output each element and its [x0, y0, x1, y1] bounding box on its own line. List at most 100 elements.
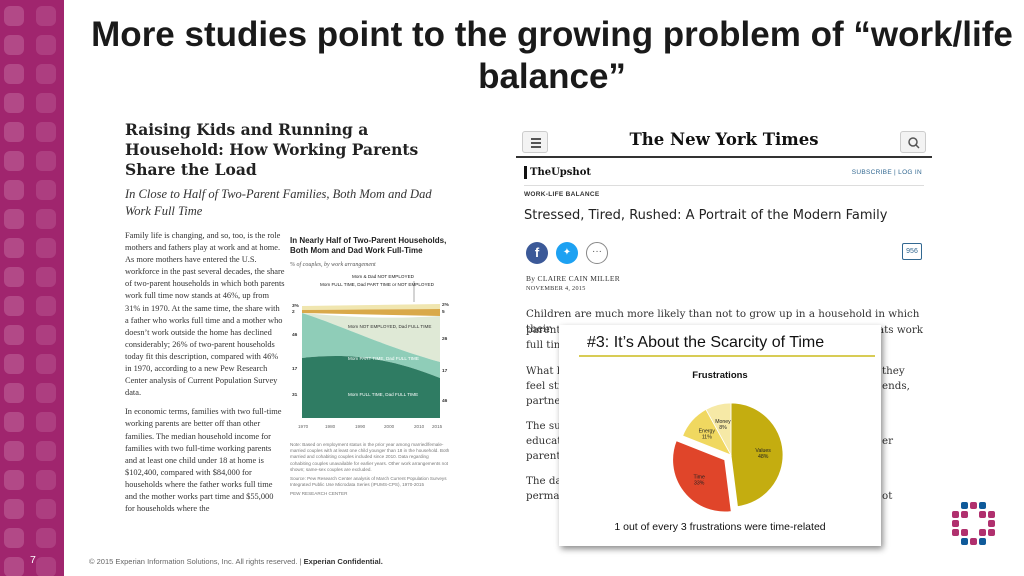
pew-band-mom-not-employed — [302, 313, 440, 362]
logo-dot — [988, 511, 995, 518]
pew-x-tick: 1980 — [325, 424, 336, 429]
decorative-strip — [0, 0, 64, 576]
pew-legend-label: Mom FULL TIME, Dad PART TIME or NOT EMPL… — [320, 282, 435, 287]
pew-chart-title: In Nearly Half of Two-Parent Households,… — [290, 236, 447, 255]
pew-paragraph: Family life is changing, and so, too, is… — [125, 231, 285, 398]
strip-dot — [36, 296, 56, 316]
strip-dot — [4, 325, 24, 345]
pie-slice-label: Time — [694, 475, 705, 481]
strip-dot — [36, 151, 56, 171]
strip-dot — [36, 267, 56, 287]
strip-dot — [4, 441, 24, 461]
card-caption: 1 out of every 3 frustrations were time-… — [614, 521, 826, 533]
pew-x-tick: 1970 — [298, 424, 309, 429]
pew-right-value: 46 — [442, 398, 448, 404]
pew-left-value: 2 — [292, 309, 295, 315]
pie-slice-label: Energy — [699, 429, 716, 435]
logo-dot — [952, 511, 959, 518]
pew-right-value: 17 — [442, 368, 448, 374]
facebook-icon: f — [526, 242, 548, 264]
strip-dot — [36, 528, 56, 548]
strip-dot — [4, 528, 24, 548]
pew-left-value: 46 — [292, 332, 298, 338]
upshot-mark — [524, 166, 527, 179]
nyt-divider — [524, 185, 924, 186]
strip-dot — [4, 412, 24, 432]
strip-dot — [36, 122, 56, 142]
nyt-header-rule — [516, 156, 932, 158]
pie-slice-values — [730, 402, 784, 508]
twitter-icon: ✦ — [556, 242, 578, 264]
pie-slice-label: Money — [715, 419, 731, 425]
logo-dot — [988, 529, 995, 536]
pew-chart-notes: Note: Based on employment status in the … — [290, 442, 450, 501]
nyt-text-fragment: feel str — [526, 380, 563, 392]
pew-x-tick: 2000 — [384, 424, 395, 429]
nyt-section-name: TheUpshot — [530, 167, 591, 178]
strip-dot — [4, 499, 24, 519]
nyt-text-fragment: ends, — [882, 380, 910, 392]
strip-dot — [36, 354, 56, 374]
nyt-text-fragment: er — [882, 435, 894, 447]
pie-slice-time — [672, 440, 732, 513]
footer-copyright-text: © 2015 Experian Information Solutions, I… — [89, 557, 304, 566]
nyt-text-fragment: perman — [526, 490, 567, 502]
pew-paragraph: In economic terms, families with two ful… — [125, 407, 282, 514]
strip-dot — [4, 64, 24, 84]
frustrations-card: #3: It’s About the Scarcity of Time Frus… — [559, 325, 881, 546]
strip-dot — [4, 93, 24, 113]
pew-band-mom-ft-dad-pt — [302, 309, 440, 316]
strip-dot — [4, 557, 24, 576]
strip-dot — [4, 354, 24, 374]
pew-left-value: 17 — [292, 366, 298, 372]
strip-dot — [36, 325, 56, 345]
nyt-text-fragment: parent — [526, 450, 561, 462]
pew-right-value: 5 — [442, 309, 445, 315]
nyt-dateline: NOVEMBER 4, 2015 — [526, 285, 586, 292]
strip-dot — [4, 383, 24, 403]
nyt-kicker: WORK-LIFE BALANCE — [524, 191, 600, 198]
pew-article-subtitle: In Close to Half of Two-Parent Families,… — [125, 187, 432, 218]
logo-dot — [979, 529, 986, 536]
strip-dot — [36, 383, 56, 403]
nyt-text-fragment: ot — [882, 490, 893, 502]
nyt-text-fragment: parent — [526, 324, 561, 336]
strip-dot — [4, 180, 24, 200]
nyt-text-fragment: What h — [526, 365, 564, 377]
pie-chart-title: Frustrations — [692, 370, 748, 381]
pew-x-tick: 2015 — [432, 424, 443, 429]
card-title: #3: It’s About the Scarcity of Time — [587, 334, 825, 351]
strip-dot — [4, 6, 24, 26]
strip-dot — [4, 470, 24, 490]
footer-copyright: © 2015 Experian Information Solutions, I… — [89, 557, 383, 566]
comment-count-badge: 956 — [902, 243, 922, 260]
search-icon — [900, 131, 926, 153]
strip-dot — [36, 64, 56, 84]
strip-dot — [36, 412, 56, 432]
nyt-text-fragment: educate — [526, 435, 568, 447]
pew-left-value: 3% — [292, 303, 300, 309]
pie-slice-money — [705, 402, 732, 456]
footer-confidential: Experian Confidential. — [303, 557, 383, 566]
nyt-lead-text: Children are much more likely than not t… — [526, 308, 920, 335]
card-divider — [579, 355, 875, 357]
logo-dot — [979, 502, 986, 509]
logo-dot — [988, 520, 995, 527]
pew-right-value: 26 — [442, 336, 448, 342]
strip-dot — [36, 557, 56, 576]
pew-org: PEW RESEARCH CENTER — [290, 491, 348, 497]
pew-legend-label: Mom & Dad NOT EMPLOYED — [352, 274, 415, 279]
nyt-text-fragment: The da — [526, 475, 562, 487]
pew-note: Note: Based on employment status in the … — [290, 442, 450, 472]
strip-dot — [36, 35, 56, 55]
nyt-logo: The New York Times — [629, 130, 819, 149]
pew-source: Source: Pew Research Center analysis of … — [290, 476, 447, 488]
logo-dot — [979, 538, 986, 545]
pew-article-body: Family life is changing, and so, too, is… — [125, 230, 285, 522]
pew-article-image: Raising Kids and Running a Household: Ho… — [112, 112, 452, 524]
pew-band-label: Mom FULL TIME, Dad FULL TIME — [348, 392, 418, 397]
pew-band-both-ft — [302, 356, 440, 418]
pew-band-not-employed — [302, 304, 440, 310]
strip-dot — [4, 238, 24, 258]
